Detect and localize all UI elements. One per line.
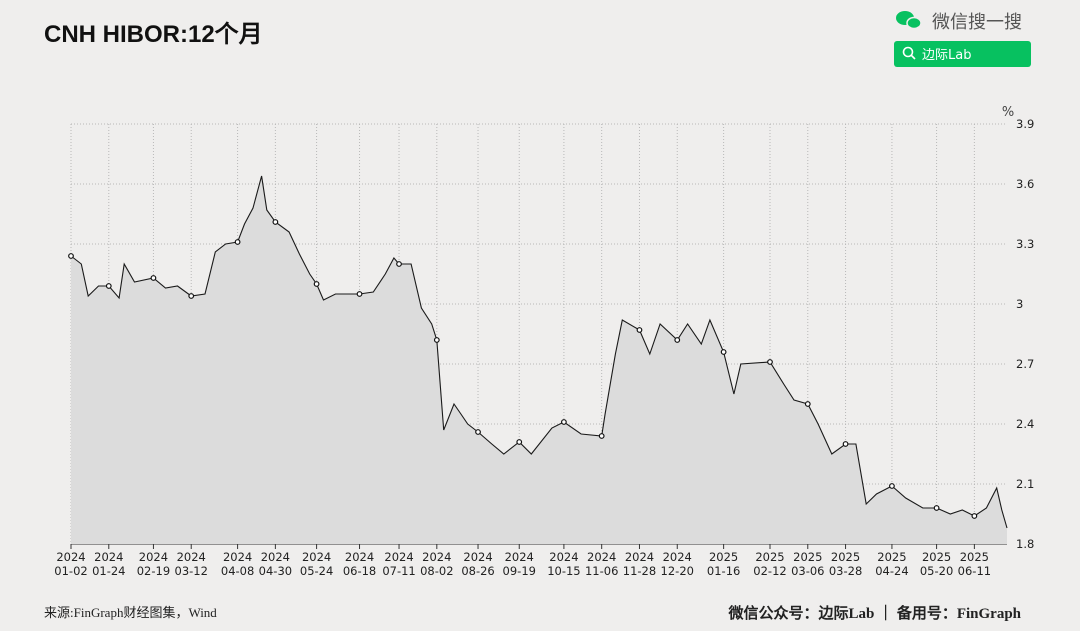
y-tick-label: 3.6 xyxy=(1016,177,1034,191)
marker xyxy=(598,433,605,439)
marker xyxy=(433,337,440,343)
marker xyxy=(767,359,773,365)
x-tick-label: 2024 xyxy=(223,550,252,564)
x-tick-label: 2024 xyxy=(345,550,374,564)
x-tick-label: 01-16 xyxy=(707,564,740,578)
x-tick-label: 02-12 xyxy=(753,564,786,578)
x-tick-label: 06-18 xyxy=(343,564,376,578)
x-tick-label: 2025 xyxy=(960,550,989,564)
y-tick-label: 2.7 xyxy=(1016,357,1034,371)
x-tick-label: 2024 xyxy=(94,550,123,564)
search-icon xyxy=(910,54,916,60)
marker xyxy=(561,419,567,425)
y-unit: % xyxy=(1002,105,1014,120)
x-tick-label: 2024 xyxy=(384,550,413,564)
x-tick-label: 03-12 xyxy=(175,564,208,578)
x-tick-label: 2024 xyxy=(625,550,654,564)
x-tick-label: 2025 xyxy=(793,550,822,564)
marker xyxy=(396,261,402,267)
x-tick-label: 11-28 xyxy=(623,564,656,578)
marker xyxy=(636,327,643,333)
x-tick-label: 2025 xyxy=(755,550,784,564)
y-tick-label: 2.1 xyxy=(1016,477,1034,491)
y-tick-label: 2.4 xyxy=(1016,417,1034,431)
x-tick-label: 2024 xyxy=(56,550,85,564)
x-tick-label: 2024 xyxy=(549,550,578,564)
marker xyxy=(933,505,940,511)
x-tick-label: 2024 xyxy=(663,550,692,564)
x-tick-label: 2025 xyxy=(831,550,860,564)
x-tick-label: 01-02 xyxy=(54,564,87,578)
x-tick-label: 05-24 xyxy=(300,564,333,578)
marker xyxy=(356,291,363,297)
marker xyxy=(889,483,895,489)
x-tick-label: 04-08 xyxy=(221,564,254,578)
x-tick-label: 2025 xyxy=(877,550,906,564)
x-tick-label: 10-15 xyxy=(547,564,580,578)
search-icon xyxy=(902,46,914,58)
marker xyxy=(313,281,320,287)
wechat-logo xyxy=(896,11,922,30)
marker xyxy=(188,293,195,299)
y-tick-label: 3.3 xyxy=(1016,237,1034,251)
x-tick-label: 05-20 xyxy=(920,564,953,578)
credit: 微信公众号：边际Lab ｜ 备用号：FinGraph xyxy=(727,604,1021,622)
x-tick-label: 2024 xyxy=(139,550,168,564)
x-tick-label: 2024 xyxy=(261,550,290,564)
x-tick-label: 06-11 xyxy=(958,564,991,578)
x-tick-label: 08-02 xyxy=(420,564,453,578)
x-tick-label: 2024 xyxy=(177,550,206,564)
marker xyxy=(475,429,481,435)
x-tick-label: 02-19 xyxy=(137,564,170,578)
search-text: 边际Lab xyxy=(922,48,971,63)
x-tick-label: 01-24 xyxy=(92,564,125,578)
x-tick-label: 2024 xyxy=(302,550,331,564)
marker xyxy=(674,337,681,343)
marker xyxy=(150,275,157,281)
y-tick-label: 1.8 xyxy=(1016,537,1034,551)
x-tick-label: 2024 xyxy=(463,550,492,564)
x-tick-label: 07-11 xyxy=(382,564,415,578)
x-tick-label: 2024 xyxy=(587,550,616,564)
brand: 微信搜一搜 xyxy=(932,12,1022,33)
marker xyxy=(516,439,523,445)
search-button[interactable] xyxy=(894,41,1031,67)
source: 来源:FinGraph财经图集，Wind xyxy=(44,605,217,620)
line xyxy=(70,175,1008,529)
x-tick-label: 08-26 xyxy=(461,564,494,578)
x-tick-label: 2025 xyxy=(922,550,951,564)
x-tick-label: 04-24 xyxy=(875,564,908,578)
marker xyxy=(272,219,279,225)
x-tick-label: 12-20 xyxy=(661,564,694,578)
marker xyxy=(971,513,978,519)
x-tick-label: 2024 xyxy=(422,550,451,564)
y-tick-label: 3.9 xyxy=(1016,117,1034,131)
marker xyxy=(105,283,112,289)
x-tick-label: 11-06 xyxy=(585,564,618,578)
marker xyxy=(68,253,74,259)
x-tick-label: 04-30 xyxy=(259,564,292,578)
x-tick-label: 2024 xyxy=(505,550,534,564)
x-tick-label: 03-28 xyxy=(829,564,862,578)
x-tick-label: 2025 xyxy=(709,550,738,564)
marker xyxy=(720,349,727,355)
area xyxy=(71,176,1007,544)
y-tick-label: 3 xyxy=(1016,297,1023,311)
marker xyxy=(234,239,241,245)
chart-title: CNH HIBOR:12个月 xyxy=(44,21,263,48)
marker xyxy=(804,401,811,407)
x-tick-label: 09-19 xyxy=(503,564,536,578)
x-tick-label: 03-06 xyxy=(791,564,824,578)
marker xyxy=(842,441,849,447)
